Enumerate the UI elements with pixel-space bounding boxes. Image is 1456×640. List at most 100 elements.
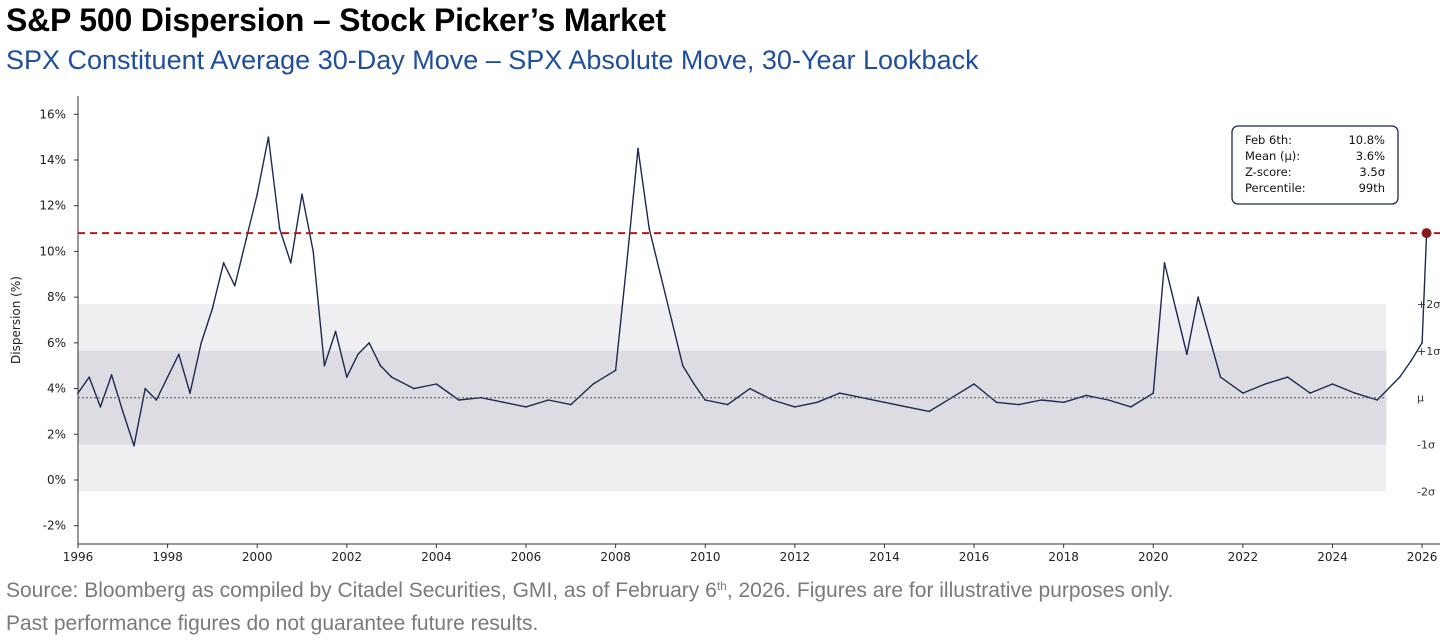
source-footnote: Source: Bloomberg as compiled by Citadel… bbox=[6, 574, 1451, 640]
footnote-line-1: Source: Bloomberg as compiled by Citadel… bbox=[6, 574, 1451, 607]
reference-lines bbox=[78, 228, 1440, 399]
series-point bbox=[234, 284, 236, 287]
series-point bbox=[928, 410, 931, 413]
chart-title: S&P 500 Dispersion – Stock Picker’s Mark… bbox=[6, 2, 666, 38]
band-1sigma bbox=[78, 350, 1387, 445]
stat-label: Feb 6th: bbox=[1245, 133, 1292, 147]
x-tick-label: 2006 bbox=[511, 550, 542, 564]
series-point bbox=[1197, 296, 1199, 298]
dispersion-chart: -2% 0% 2% 4% 6% 8% 10% 12% 14% 16% 1996 1998 2000 200… bbox=[9, 96, 1440, 564]
chart-subtitle: SPX Constituent Average 30-Day Move – SP… bbox=[6, 45, 979, 75]
series-point bbox=[166, 376, 169, 378]
series-point bbox=[1264, 383, 1267, 385]
x-tick-label: 2014 bbox=[869, 550, 900, 564]
series-point bbox=[749, 387, 751, 390]
series-point bbox=[1174, 307, 1177, 310]
y-tick-label: 8% bbox=[47, 290, 66, 304]
band-label: +2σ bbox=[1417, 298, 1440, 311]
series-point bbox=[1152, 392, 1155, 394]
series-point bbox=[502, 401, 505, 404]
y-tick-label: 0% bbox=[47, 473, 66, 487]
series-point bbox=[133, 444, 135, 447]
series-point bbox=[1286, 376, 1289, 378]
x-tick-label: 1996 bbox=[63, 550, 94, 564]
x-tick-label: 2026 bbox=[1407, 550, 1438, 564]
series-point bbox=[77, 392, 79, 394]
series-point bbox=[480, 396, 483, 399]
series-point bbox=[637, 147, 639, 150]
series-point bbox=[995, 401, 998, 404]
series-point bbox=[547, 399, 550, 401]
tick-labels: -2% 0% 2% 4% 6% 8% 10% 12% 14% 16% 1996 1998 2000 200… bbox=[9, 107, 1440, 564]
y-tick-label: 4% bbox=[47, 382, 66, 396]
footnote-superscript: th bbox=[716, 579, 727, 593]
stat-label: Percentile: bbox=[1245, 181, 1306, 195]
series-point bbox=[726, 403, 729, 406]
series-point bbox=[122, 410, 124, 413]
series-point bbox=[88, 376, 91, 378]
stat-value: 10.8% bbox=[1348, 133, 1385, 147]
series-point bbox=[682, 364, 684, 367]
series-point bbox=[704, 399, 707, 401]
series-point bbox=[1062, 401, 1065, 404]
series-point bbox=[346, 376, 348, 378]
series-point bbox=[256, 193, 259, 196]
series-point bbox=[614, 369, 617, 372]
series-point bbox=[155, 399, 158, 401]
stats-box-frame bbox=[1231, 125, 1399, 205]
x-tick-label: 2000 bbox=[242, 550, 273, 564]
series-point bbox=[1219, 376, 1222, 378]
band-label: +1σ bbox=[1417, 345, 1440, 358]
series-point bbox=[290, 262, 292, 264]
x-tick-label: 2012 bbox=[780, 550, 811, 564]
sigma-bands bbox=[78, 304, 1387, 492]
y-tick-label: 6% bbox=[47, 336, 66, 350]
series-point bbox=[267, 136, 270, 138]
series-point bbox=[838, 392, 841, 394]
x-tick-label: 2004 bbox=[421, 550, 452, 564]
x-tick-label: 2002 bbox=[332, 550, 363, 564]
series-point bbox=[1398, 376, 1401, 378]
series-point bbox=[278, 227, 281, 230]
series-point bbox=[357, 353, 359, 356]
x-tick-label: 2010 bbox=[690, 550, 721, 564]
series-point bbox=[973, 383, 975, 385]
x-tick-label: 2008 bbox=[600, 550, 631, 564]
series-point bbox=[1410, 360, 1412, 362]
series-point bbox=[189, 392, 191, 394]
band-label: -1σ bbox=[1417, 439, 1435, 452]
x-tick-label: 2018 bbox=[1048, 550, 1079, 564]
series-point bbox=[1421, 342, 1423, 344]
series-point bbox=[1242, 392, 1244, 394]
series-point bbox=[323, 364, 326, 367]
y-tick-label: 12% bbox=[39, 199, 66, 213]
series-point bbox=[1331, 383, 1334, 385]
series-point bbox=[659, 273, 662, 276]
stat-value: 3.5σ bbox=[1359, 165, 1385, 179]
series-point bbox=[1186, 353, 1188, 356]
stat-value: 3.6% bbox=[1356, 149, 1385, 163]
series-point bbox=[626, 262, 628, 264]
series-point bbox=[458, 399, 460, 401]
y-tick-label: 2% bbox=[47, 427, 66, 441]
series-point bbox=[592, 383, 595, 385]
current-point bbox=[1421, 228, 1432, 239]
x-tick-label: 2022 bbox=[1228, 550, 1259, 564]
chart-axes bbox=[74, 96, 1440, 548]
stat-value: 99th bbox=[1359, 181, 1385, 195]
series-point bbox=[390, 376, 393, 378]
series-point bbox=[1040, 399, 1043, 401]
series-point bbox=[99, 406, 102, 408]
stat-label: Z-score: bbox=[1245, 165, 1292, 179]
series-point bbox=[301, 193, 303, 196]
x-tick-label: 2016 bbox=[959, 550, 990, 564]
series-point bbox=[794, 406, 796, 408]
series-point bbox=[334, 330, 337, 333]
series-point bbox=[435, 383, 438, 385]
series-point bbox=[1163, 262, 1166, 264]
series-point bbox=[1085, 394, 1087, 397]
series-point bbox=[906, 406, 908, 408]
series-point bbox=[178, 353, 180, 356]
series-point bbox=[368, 342, 371, 344]
y-axis-title: Dispersion (%) bbox=[9, 276, 23, 364]
